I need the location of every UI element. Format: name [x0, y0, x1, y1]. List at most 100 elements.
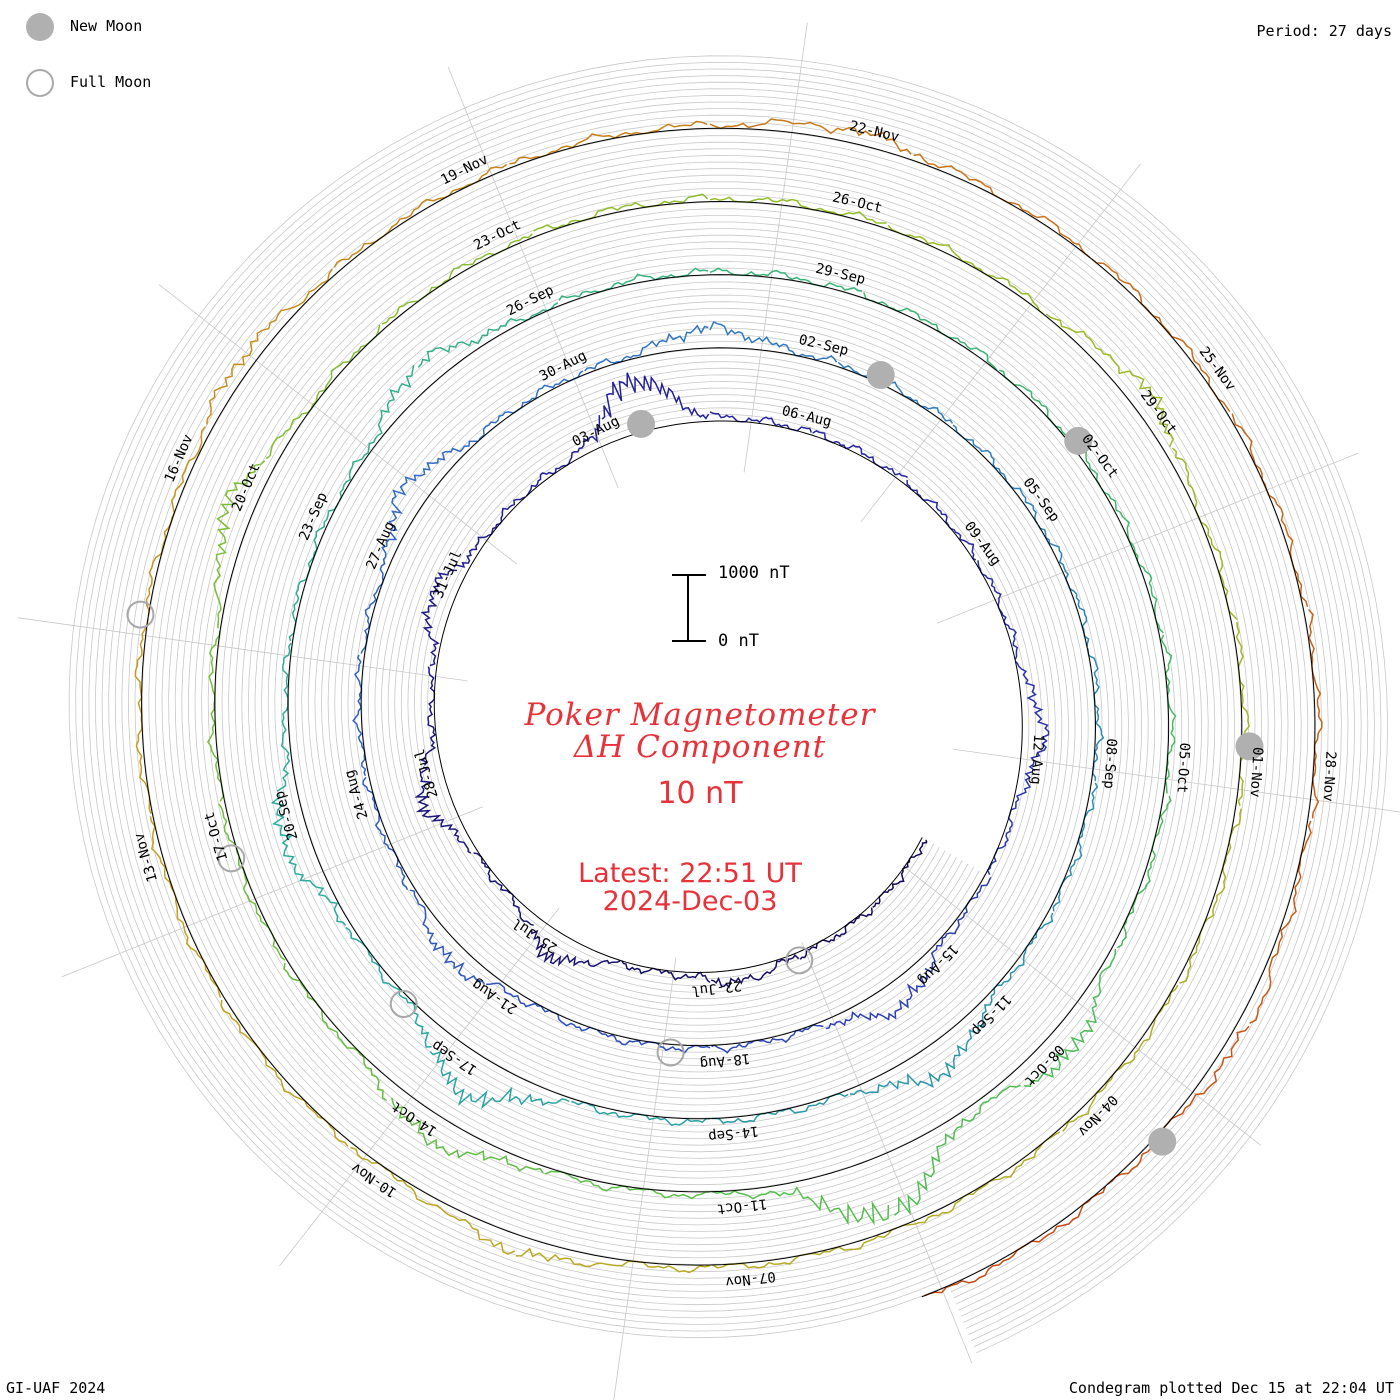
trace-segment	[420, 666, 437, 766]
trace-segment	[352, 654, 367, 777]
trace-segment	[1171, 447, 1238, 621]
trace-segment	[360, 531, 398, 654]
new-moon-marker	[1148, 1127, 1177, 1156]
chart-title: Poker Magnetometer	[524, 697, 876, 733]
date-tick-label: 23-Sep	[296, 490, 331, 543]
trace-segment	[1101, 488, 1164, 634]
date-tick-label: 01-Nov	[1247, 746, 1266, 797]
trace-segment	[898, 1131, 1061, 1228]
date-tick-label: 08-Sep	[1100, 738, 1119, 789]
trace-segment	[709, 118, 912, 155]
trace-segment	[1062, 984, 1179, 1132]
new-moon-label: New Moon	[70, 17, 143, 35]
trace-segment	[530, 929, 621, 967]
trace-segment	[420, 569, 458, 667]
trace-segment	[409, 889, 485, 985]
trace-segment	[584, 324, 709, 372]
trace-segment	[515, 1247, 711, 1274]
trace-segment	[270, 792, 347, 926]
date-tick-label: 05-Oct	[1173, 742, 1192, 793]
trace-segment	[711, 1186, 890, 1226]
grid-spoke	[17, 617, 468, 682]
date-tick-label: 12-Aug	[1027, 734, 1046, 785]
trace-segment	[276, 642, 292, 792]
scale-bar	[672, 574, 706, 642]
date-tick-label: 28-Nov	[1320, 751, 1339, 802]
baseline-spiral-layer	[141, 127, 1316, 1298]
grid-spoke	[279, 907, 560, 1267]
trace-segment	[1091, 258, 1231, 413]
date-tick-label: 19-Nov	[438, 151, 490, 188]
date-tick-label: 23-Oct	[471, 217, 523, 254]
date-tick-label: 31-Jul	[431, 548, 466, 601]
date-tick-label: 03-Aug	[570, 413, 622, 450]
date-tick-label: 27-Aug	[363, 519, 398, 572]
trace-segment	[1024, 948, 1117, 1087]
grid-ring	[101, 88, 1356, 1323]
trace-segment	[486, 982, 596, 1032]
magnetometer-trace-layer	[134, 118, 1323, 1297]
trace-segment	[999, 369, 1102, 488]
trace-segment	[887, 224, 1044, 315]
trace-segment	[206, 268, 333, 425]
scale-bottom-label: 0 nT	[718, 631, 759, 651]
grid-ring	[95, 81, 1362, 1329]
date-tick-label: 20-Oct	[229, 461, 264, 514]
date-tick-label: 07-Nov	[724, 1268, 776, 1290]
trace-segment	[525, 415, 601, 497]
trace-segment	[388, 440, 479, 532]
trace-segment	[986, 771, 1033, 876]
new-moon-marker	[866, 361, 895, 390]
grid-spoke	[613, 957, 677, 1400]
grid-spoke	[447, 66, 619, 488]
trace-segment	[711, 1024, 824, 1054]
date-tick-label: 26-Sep	[504, 282, 556, 319]
credit-label: GI-UAF 2024	[6, 1379, 106, 1397]
date-tick-label: 22-Jul	[690, 977, 742, 999]
trace-segment	[711, 954, 800, 989]
trace-segment	[362, 776, 409, 891]
latest-date-label: 2024-Dec-03	[602, 886, 778, 917]
period-label: Period: 27 days	[1256, 22, 1392, 40]
date-tick-label: 11-Oct	[716, 1195, 768, 1217]
plotted-timestamp: Condegram plotted Dec 15 at 22:04 UT	[1068, 1379, 1394, 1397]
new-moon-marker	[627, 409, 656, 438]
trace-segment	[391, 1097, 544, 1174]
date-tick-label: 25-Jul	[509, 914, 560, 955]
grid-spoke	[937, 452, 1359, 624]
trace-segment	[1087, 648, 1105, 782]
trace-segment	[429, 1051, 570, 1110]
trace-segment	[1308, 609, 1323, 819]
full-moon-marker	[217, 844, 246, 873]
grid-layer	[17, 22, 1400, 1400]
trace-segment	[849, 1029, 978, 1095]
trace-segment	[863, 292, 998, 371]
trace-segment	[417, 302, 559, 368]
trace-segment	[265, 324, 381, 460]
full-moon-icon	[26, 69, 54, 97]
grid-ring	[108, 94, 1349, 1317]
trace-segment	[711, 1093, 849, 1125]
grid-spoke	[158, 284, 518, 565]
grid-ring	[81, 68, 1375, 1341]
scale-top-label: 1000 nT	[718, 563, 790, 583]
trace-segment	[283, 962, 387, 1102]
grid-spoke	[61, 806, 483, 978]
grid-spoke	[902, 865, 1262, 1146]
grid-ring	[127, 114, 1329, 1299]
latest-time-label: Latest: 22:51 UT	[578, 858, 802, 889]
grid-ring	[88, 75, 1369, 1335]
grid-spoke	[743, 22, 808, 473]
trace-segment	[207, 630, 225, 802]
new-moon-marker	[1235, 732, 1264, 761]
trace-segment	[338, 365, 415, 502]
trace-segment	[621, 960, 711, 983]
trace-segment	[952, 424, 1039, 525]
trace-segment	[558, 267, 709, 301]
trace-segment	[1045, 313, 1175, 448]
grid-ring	[75, 61, 1382, 1348]
grid-ring	[114, 101, 1342, 1311]
baseline-spiral	[141, 127, 1316, 1298]
trace-segment	[473, 852, 534, 926]
date-tick-label: 14-Sep	[707, 1122, 759, 1144]
